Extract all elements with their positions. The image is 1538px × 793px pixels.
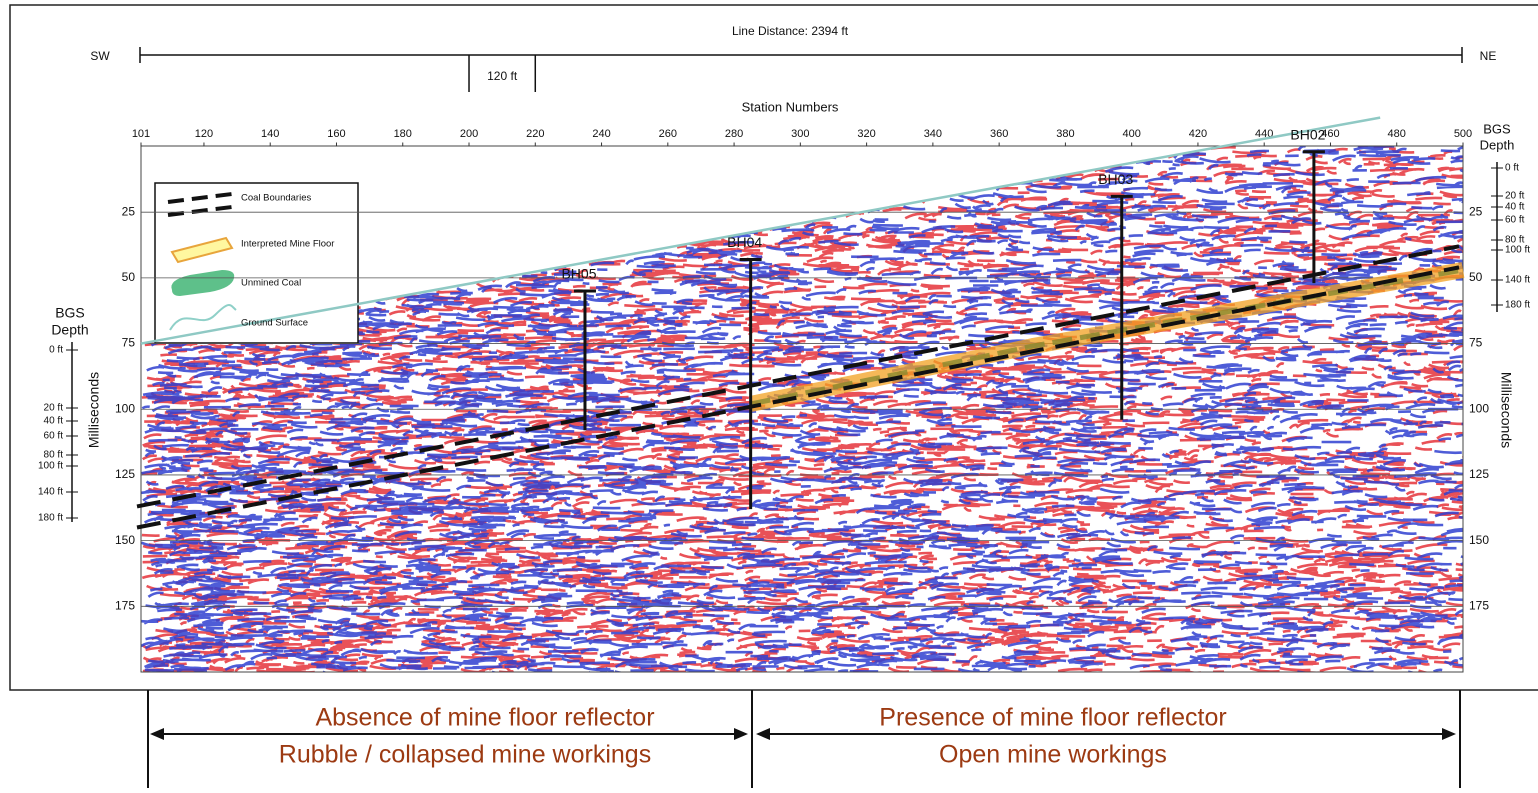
y-axis-label-right: Milliseconds: [1498, 372, 1514, 448]
legend-label: Interpreted Mine Floor: [241, 239, 334, 250]
direction-ne: NE: [1480, 49, 1497, 63]
y-tick-label-right: 100: [1469, 401, 1489, 415]
x-tick-label: 240: [592, 128, 610, 140]
x-axis-label: Station Numbers: [742, 99, 839, 114]
line-distance: Line Distance: 2394 ft: [732, 24, 849, 38]
y-tick-label-right: 125: [1469, 467, 1489, 481]
x-tick-label: 380: [1056, 128, 1074, 140]
depth-tick-label: 140 ft: [38, 487, 63, 498]
depth-tick-label: 60 ft: [1505, 215, 1525, 226]
x-tick-label: 280: [725, 128, 743, 140]
depth-label: Depth: [51, 322, 88, 338]
figure: Line Distance: 2394 ft SW NE Station Num…: [0, 0, 1538, 788]
depth-tick-label: 180 ft: [1505, 300, 1530, 311]
depth-label: BGS: [1483, 121, 1511, 136]
y-tick-label: 25: [122, 204, 136, 218]
borehole-label: BH03: [1098, 171, 1133, 187]
x-tick-label: 220: [526, 128, 544, 140]
depth-label: Depth: [1480, 137, 1515, 152]
y-tick-label: 175: [115, 598, 135, 612]
x-tick-label: 120: [195, 128, 213, 140]
y-tick-label-right: 50: [1469, 270, 1483, 284]
x-tick-label: 101: [132, 128, 150, 140]
depth-tick-label: 20 ft: [1505, 191, 1525, 202]
depth-tick-label: 60 ft: [44, 431, 64, 442]
legend-label: Coal Boundaries: [241, 193, 311, 204]
scale-bar-label: 120 ft: [487, 69, 518, 83]
y-tick-label: 150: [115, 533, 135, 547]
y-tick-label-right: 75: [1469, 336, 1483, 350]
depth-tick-label: 0 ft: [1505, 163, 1519, 174]
depth-tick-label: 40 ft: [1505, 202, 1525, 213]
depth-tick-label: 80 ft: [44, 450, 64, 461]
y-tick-label-right: 175: [1469, 598, 1489, 612]
x-tick-label: 260: [659, 128, 677, 140]
x-tick-label: 480: [1388, 128, 1406, 140]
depth-tick-label: 100 ft: [38, 461, 63, 472]
borehole-label: BH05: [561, 266, 596, 282]
depth-tick-label: 40 ft: [44, 416, 64, 427]
x-tick-label: 300: [791, 128, 809, 140]
zone-text: Rubble / collapsed mine workings: [279, 741, 651, 769]
bottom-annotation: Absence of mine floor reflector Rubble /…: [148, 690, 1460, 788]
x-tick-label: 360: [990, 128, 1008, 140]
legend-label: Ground Surface: [241, 318, 308, 329]
y-tick-label: 125: [115, 467, 135, 481]
x-tick-label: 500: [1454, 128, 1472, 140]
x-tick-label: 140: [261, 128, 279, 140]
y-tick-label: 50: [122, 270, 136, 284]
zone-text: Absence of mine floor reflector: [315, 704, 654, 732]
depth-tick-label: 140 ft: [1505, 275, 1530, 286]
y-tick-label: 100: [115, 401, 135, 415]
zone-text: Open mine workings: [939, 741, 1167, 769]
y-tick-label-right: 25: [1469, 204, 1483, 218]
depth-tick-label: 100 ft: [1505, 245, 1530, 256]
depth-tick-label: 0 ft: [49, 345, 63, 356]
x-tick-label: 180: [394, 128, 412, 140]
y-axis-label: Milliseconds: [86, 372, 102, 448]
page: {"chart_data": { "type": "seismic-sectio…: [0, 0, 1538, 788]
borehole-label: BH04: [727, 234, 762, 250]
x-tick-label: 200: [460, 128, 478, 140]
depth-tick-label: 20 ft: [44, 403, 64, 414]
x-tick-label: 160: [327, 128, 345, 140]
direction-sw: SW: [90, 49, 110, 63]
x-tick-label: 400: [1122, 128, 1140, 140]
legend-label: Unmined Coal: [241, 278, 301, 289]
y-tick-label-right: 150: [1469, 533, 1489, 547]
x-tick-label: 340: [924, 128, 942, 140]
x-tick-label: 320: [857, 128, 875, 140]
borehole-label: BH02: [1290, 126, 1325, 142]
zone-text: Presence of mine floor reflector: [879, 704, 1226, 732]
y-tick-label: 75: [122, 336, 136, 350]
depth-label: BGS: [55, 305, 85, 321]
depth-tick-label: 180 ft: [38, 513, 63, 524]
x-tick-label: 420: [1189, 128, 1207, 140]
